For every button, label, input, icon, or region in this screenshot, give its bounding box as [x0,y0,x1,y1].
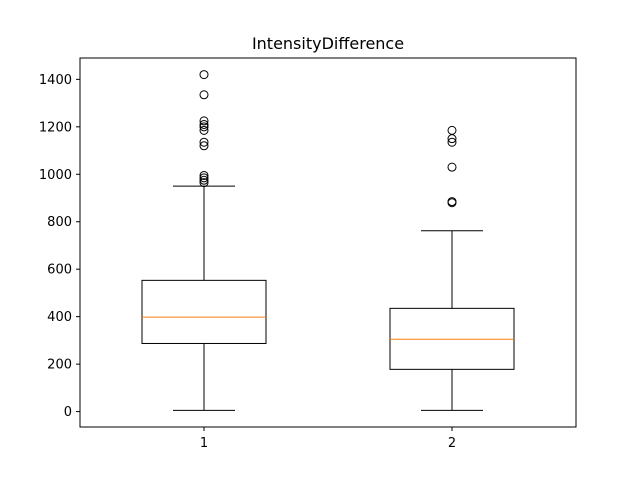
y-tick-label: 1200 [39,120,72,135]
y-tick-label: 200 [47,358,72,373]
box-2 [389,125,515,411]
outlier-point [199,141,209,151]
outlier-point [199,125,209,135]
outlier-point [199,178,209,188]
boxes-group [141,70,515,411]
x-tick-label: 2 [448,436,456,451]
outlier-point [447,197,457,207]
outlier-point [199,119,209,129]
y-tick-label: 400 [47,310,72,325]
plot-area-frame [79,57,577,428]
y-tick-label: 0 [64,405,72,420]
iqr-box [141,279,267,344]
outlier-point [447,125,457,135]
outlier-point [199,90,209,100]
y-tick-label: 600 [47,263,72,278]
outlier-point [199,175,209,185]
box-1 [141,70,267,411]
y-tick-label: 800 [47,215,72,230]
x-tick-label: 1 [200,436,208,451]
y-tick-label: 1400 [39,73,72,88]
outlier-point [447,162,457,172]
outlier-point [199,137,209,147]
outlier-point [199,170,209,180]
chart-title: IntensityDifference [252,34,404,53]
outlier-point [199,116,209,126]
outlier-point [199,70,209,80]
y-tick-label: 1000 [39,168,72,183]
outlier-point [199,173,209,183]
outlier-point [447,137,457,147]
outlier-point [199,122,209,132]
y-axis: 0 200 400 600 800 1000 1200 1400 [39,73,80,420]
